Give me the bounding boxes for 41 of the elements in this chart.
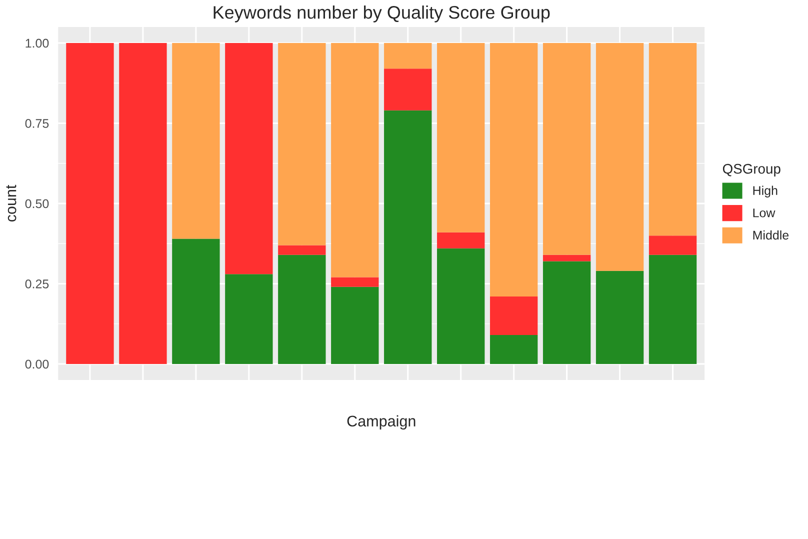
bar: [596, 43, 644, 271]
bar: [278, 245, 326, 255]
y-tick-label: 0.25: [25, 280, 49, 288]
bar: [225, 43, 273, 274]
bar: [490, 43, 538, 297]
bar: [66, 43, 114, 364]
legend-title: QSGroup: [722, 164, 780, 176]
bar: [384, 43, 432, 69]
bar: [437, 248, 485, 364]
bar: [437, 232, 485, 248]
bar: [648, 236, 697, 255]
x-axis-title: Campaign: [347, 415, 416, 430]
bar: [278, 43, 326, 246]
bar: [331, 43, 379, 278]
bar: [490, 296, 538, 336]
bar: [172, 43, 220, 239]
y-axis-title: count: [6, 184, 16, 222]
bar: [172, 238, 220, 364]
bar: [542, 43, 591, 255]
bar: [384, 68, 432, 110]
bar: [648, 254, 697, 364]
y-tick-label: 1.00: [26, 38, 49, 48]
bar: [596, 270, 644, 364]
bar: [119, 43, 167, 364]
bar: [490, 335, 538, 364]
bar: [648, 43, 697, 236]
y-tick-label: 0.50: [25, 199, 49, 208]
legend-label: High: [753, 186, 778, 198]
bar: [437, 43, 485, 232]
bar: [278, 254, 326, 364]
legend-label: Low: [753, 208, 776, 218]
y-tick-label: 0.75: [25, 119, 49, 128]
bar: [225, 274, 273, 364]
legend-label: Middle: [753, 230, 789, 240]
bar: [542, 261, 591, 364]
chart-title: Keywords number by Quality Score Group: [214, 6, 550, 22]
bar: [542, 254, 591, 262]
y-tick-label: 0.00: [25, 360, 49, 369]
bar: [384, 110, 432, 364]
bar: [331, 277, 379, 287]
bar: [331, 286, 379, 364]
